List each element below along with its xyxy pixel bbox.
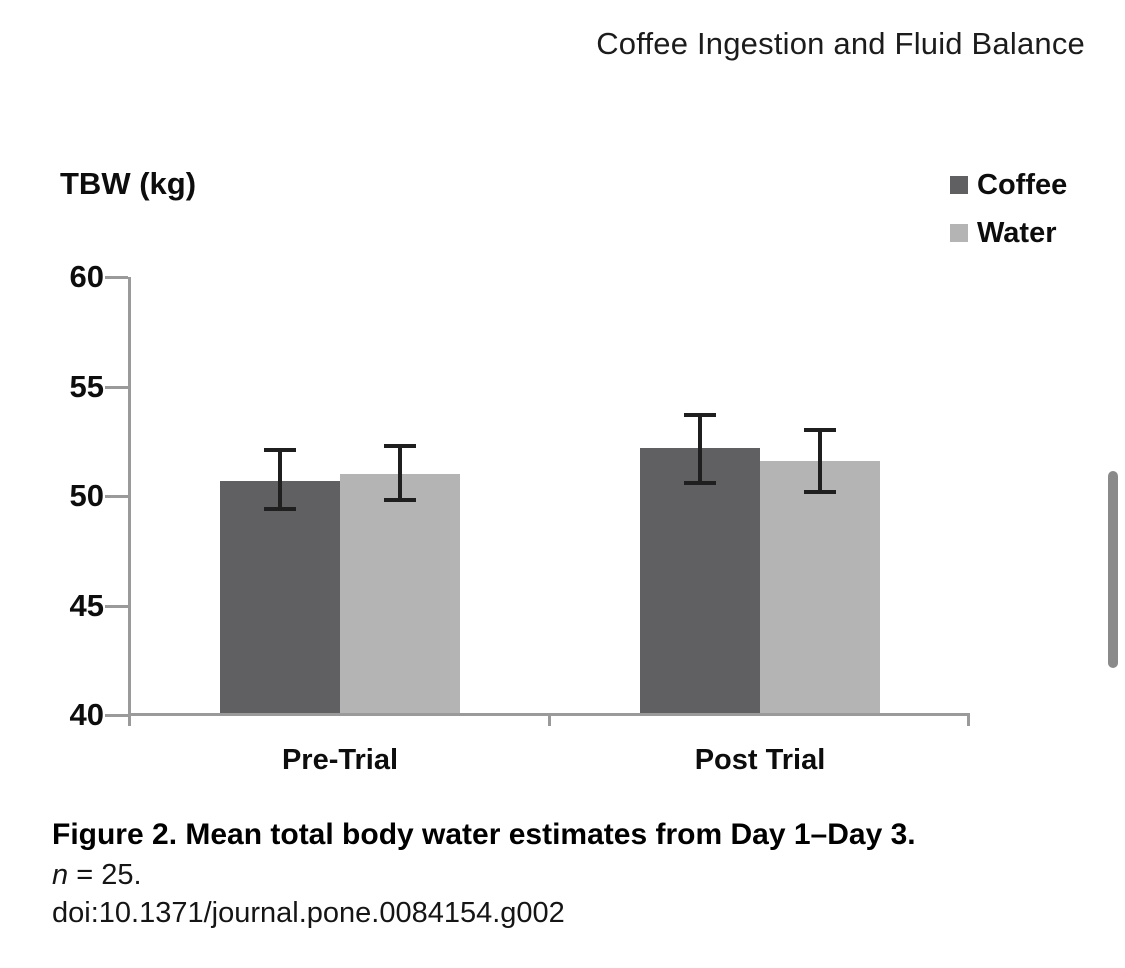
figure-caption-doi: doi:10.1371/journal.pone.0084154.g002 — [52, 897, 565, 929]
legend-label-water: Water — [977, 216, 1057, 249]
error-bar-line — [698, 414, 702, 483]
bar-water-pre-trial — [340, 474, 460, 713]
error-bar-cap-bottom — [804, 489, 836, 494]
error-bar-cap-top — [804, 428, 836, 433]
error-bar-cap-bottom — [384, 498, 416, 503]
error-bar-line — [818, 430, 822, 492]
x-axis-tick — [548, 713, 551, 726]
error-bar-cap-bottom — [264, 507, 296, 512]
figure-caption-title: Figure 2. Mean total body water estimate… — [52, 818, 916, 851]
error-bar-cap-top — [684, 412, 716, 417]
y-axis-title: TBW (kg) — [60, 166, 197, 201]
n-symbol: n — [52, 859, 69, 891]
y-tick-label: 40 — [69, 697, 104, 732]
chart-legend: Coffee Water — [950, 168, 1068, 249]
y-tick-label: 45 — [69, 587, 104, 623]
legend-label-coffee: Coffee — [977, 168, 1068, 201]
coffee-swatch-icon — [950, 176, 968, 194]
error-bar-cap-bottom — [684, 480, 716, 485]
error-bar-cap-top — [264, 448, 296, 452]
y-axis-tick — [105, 276, 128, 279]
error-bar-line — [398, 445, 402, 501]
legend-item-water: Water — [950, 216, 1067, 249]
x-axis-tick — [967, 713, 970, 726]
bar-water-post-trial — [760, 460, 880, 713]
legend-item-coffee: Coffee — [950, 168, 1068, 201]
water-swatch-icon — [950, 224, 968, 242]
figure-caption: Figure 2. Mean total body water estimate… — [52, 814, 916, 932]
bar-coffee-pre-trial — [220, 480, 340, 713]
figure-caption-sample-size: n = 25. — [52, 856, 916, 894]
y-axis-tick — [105, 604, 128, 608]
x-category-label: Pre-Trial — [281, 744, 399, 776]
bar-coffee-post-trial — [640, 447, 760, 713]
y-axis-tick — [105, 385, 128, 389]
y-axis-line — [128, 277, 131, 726]
running-header: Coffee Ingestion and Fluid Balance — [596, 26, 1085, 61]
y-tick-label: 55 — [69, 368, 104, 404]
y-axis-tick — [105, 714, 128, 717]
scrollbar-thumb[interactable] — [1108, 471, 1118, 668]
error-bar-cap-top — [384, 443, 416, 448]
error-bar-line — [278, 450, 282, 510]
y-tick-label: 50 — [69, 478, 104, 513]
y-axis-tick — [105, 495, 128, 498]
y-tick-label: 60 — [69, 259, 104, 294]
n-value: = 25. — [68, 859, 142, 891]
x-category-label: Post Trial — [694, 744, 826, 776]
